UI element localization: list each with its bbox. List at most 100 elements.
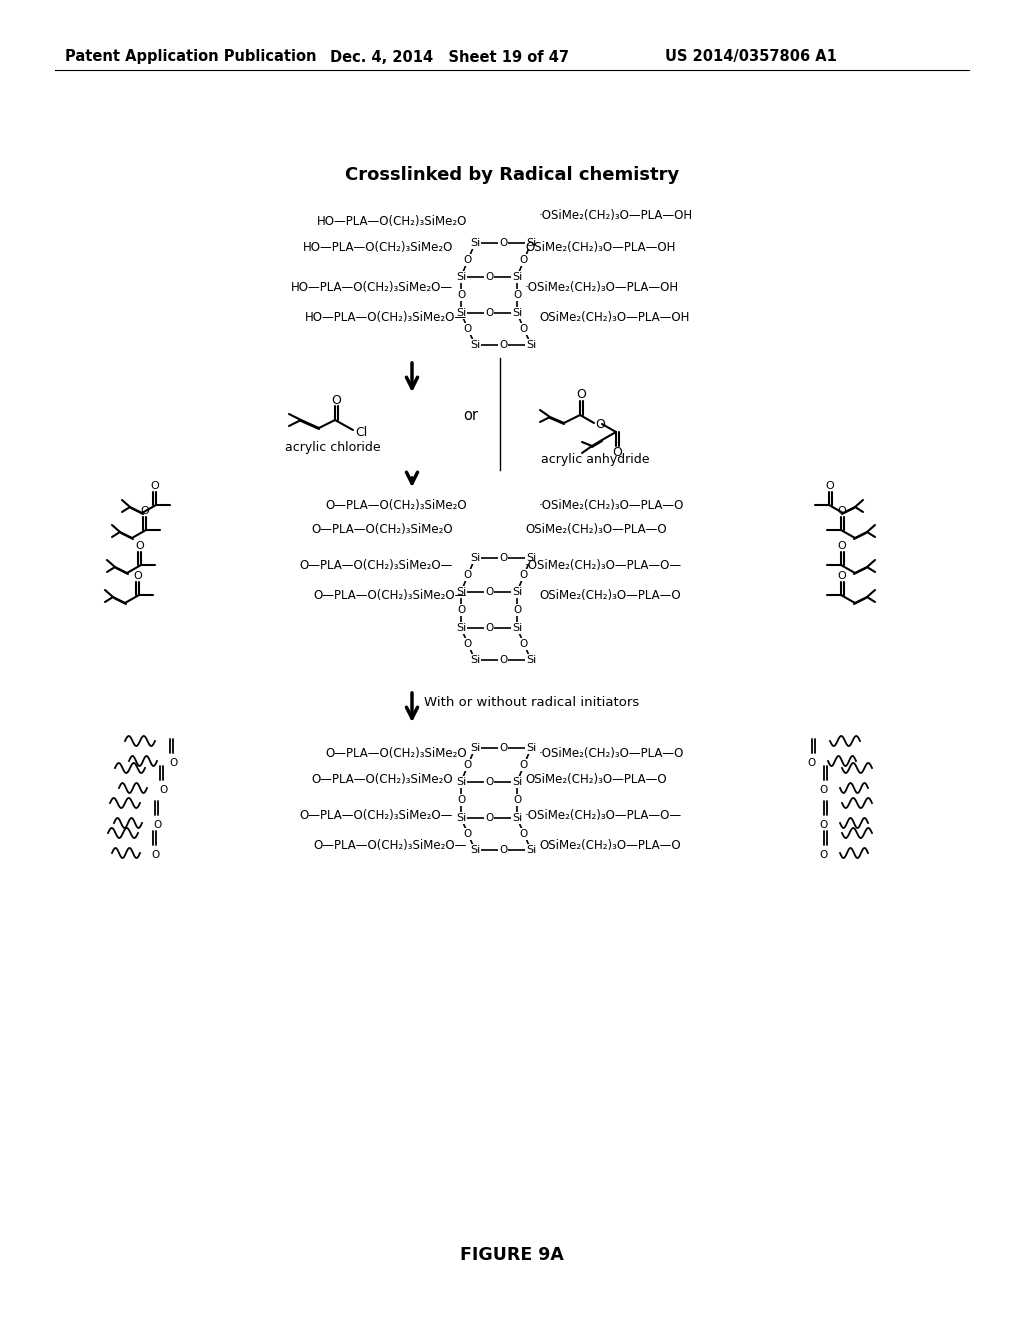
Text: OSiMe₂(CH₂)₃O—PLA—O: OSiMe₂(CH₂)₃O—PLA—O: [525, 774, 667, 787]
Text: O—PLA—O(CH₂)₃SiMe₂O: O—PLA—O(CH₂)₃SiMe₂O: [326, 747, 467, 759]
Text: O: O: [595, 417, 605, 430]
Text: Patent Application Publication: Patent Application Publication: [65, 49, 316, 65]
Text: Si: Si: [456, 272, 466, 282]
Text: Si: Si: [470, 655, 480, 665]
Text: ·OSiMe₂(CH₂)₃O—PLA—OH: ·OSiMe₂(CH₂)₃O—PLA—OH: [539, 210, 693, 223]
Text: O: O: [499, 743, 507, 752]
Text: O: O: [808, 758, 816, 768]
Text: O: O: [838, 506, 847, 516]
Text: O—PLA—O(CH₂)₃SiMe₂O: O—PLA—O(CH₂)₃SiMe₂O: [326, 499, 467, 511]
Text: Si: Si: [512, 813, 522, 822]
Text: HO—PLA—O(CH₂)₃SiMe₂O: HO—PLA—O(CH₂)₃SiMe₂O: [316, 215, 467, 228]
Text: O: O: [457, 605, 465, 615]
Text: O—PLA—O(CH₂)₃SiMe₂O: O—PLA—O(CH₂)₃SiMe₂O: [311, 524, 453, 536]
Text: ·OSiMe₂(CH₂)₃O—PLA—O: ·OSiMe₂(CH₂)₃O—PLA—O: [539, 747, 684, 759]
Text: Si: Si: [526, 655, 537, 665]
Text: O: O: [485, 587, 494, 597]
Text: O: O: [154, 820, 162, 830]
Text: O: O: [464, 829, 472, 840]
Text: Dec. 4, 2014   Sheet 19 of 47: Dec. 4, 2014 Sheet 19 of 47: [330, 49, 569, 65]
Text: Si: Si: [526, 341, 537, 350]
Text: Si: Si: [512, 587, 522, 597]
Text: Si: Si: [456, 587, 466, 597]
Text: O: O: [838, 572, 847, 581]
Text: O—PLA—O(CH₂)₃SiMe₂O—: O—PLA—O(CH₂)₃SiMe₂O—: [300, 558, 453, 572]
Text: or: or: [463, 408, 478, 422]
Text: O: O: [464, 255, 472, 265]
Text: Si: Si: [526, 238, 537, 248]
Text: Si: Si: [470, 238, 480, 248]
Text: O: O: [133, 572, 142, 581]
Text: O: O: [513, 605, 521, 615]
Text: O: O: [499, 341, 507, 350]
Text: O: O: [151, 480, 160, 491]
Text: O: O: [820, 850, 828, 861]
Text: Si: Si: [512, 623, 522, 634]
Text: O: O: [838, 541, 847, 550]
Text: Si: Si: [512, 272, 522, 282]
Text: O: O: [464, 639, 472, 649]
Text: Si: Si: [470, 553, 480, 564]
Text: O: O: [464, 760, 472, 770]
Text: Si: Si: [456, 623, 466, 634]
Text: O: O: [169, 758, 177, 768]
Text: Si: Si: [456, 813, 466, 822]
Text: Si: Si: [470, 845, 480, 855]
Text: US 2014/0357806 A1: US 2014/0357806 A1: [665, 49, 837, 65]
Text: Si: Si: [512, 777, 522, 787]
Text: OSiMe₂(CH₂)₃O—PLA—OH: OSiMe₂(CH₂)₃O—PLA—OH: [539, 312, 689, 325]
Text: FIGURE 9A: FIGURE 9A: [460, 1246, 564, 1265]
Text: Si: Si: [470, 743, 480, 752]
Text: ·OSiMe₂(CH₂)₃O—PLA—O—: ·OSiMe₂(CH₂)₃O—PLA—O—: [525, 808, 682, 821]
Text: OSiMe₂(CH₂)₃O—PLA—OH: OSiMe₂(CH₂)₃O—PLA—OH: [525, 242, 676, 255]
Text: OSiMe₂(CH₂)₃O—PLA—O: OSiMe₂(CH₂)₃O—PLA—O: [539, 589, 681, 602]
Text: Si: Si: [470, 341, 480, 350]
Text: O: O: [577, 388, 586, 401]
Text: O: O: [457, 290, 465, 300]
Text: O: O: [513, 795, 521, 805]
Text: O: O: [464, 323, 472, 334]
Text: HO—PLA—O(CH₂)₃SiMe₂O: HO—PLA—O(CH₂)₃SiMe₂O: [303, 242, 453, 255]
Text: O: O: [159, 785, 167, 795]
Text: ·OSiMe₂(CH₂)₃O—PLA—O: ·OSiMe₂(CH₂)₃O—PLA—O: [539, 499, 684, 511]
Text: O: O: [485, 308, 494, 318]
Text: O: O: [331, 393, 341, 407]
Text: Crosslinked by Radical chemistry: Crosslinked by Radical chemistry: [345, 166, 679, 183]
Text: O: O: [499, 553, 507, 564]
Text: O: O: [499, 845, 507, 855]
Text: O: O: [520, 323, 528, 334]
Text: O: O: [520, 760, 528, 770]
Text: O: O: [513, 290, 521, 300]
Text: O: O: [485, 813, 494, 822]
Text: O: O: [499, 238, 507, 248]
Text: O: O: [485, 623, 494, 634]
Text: Si: Si: [526, 553, 537, 564]
Text: O: O: [520, 639, 528, 649]
Text: O: O: [825, 480, 835, 491]
Text: ·OSiMe₂(CH₂)₃O—PLA—O—: ·OSiMe₂(CH₂)₃O—PLA—O—: [525, 558, 682, 572]
Text: Si: Si: [526, 845, 537, 855]
Text: O: O: [457, 795, 465, 805]
Text: Si: Si: [526, 743, 537, 752]
Text: Cl: Cl: [355, 425, 368, 438]
Text: O: O: [520, 255, 528, 265]
Text: O—PLA—O(CH₂)₃SiMe₂O—: O—PLA—O(CH₂)₃SiMe₂O—: [313, 589, 467, 602]
Text: acrylic anhydride: acrylic anhydride: [541, 454, 649, 466]
Text: O: O: [820, 820, 828, 830]
Text: O: O: [820, 785, 828, 795]
Text: O: O: [464, 570, 472, 579]
Text: O: O: [135, 541, 144, 550]
Text: O: O: [520, 829, 528, 840]
Text: OSiMe₂(CH₂)₃O—PLA—O: OSiMe₂(CH₂)₃O—PLA—O: [539, 838, 681, 851]
Text: With or without radical initiators: With or without radical initiators: [424, 697, 639, 710]
Text: O: O: [140, 506, 150, 516]
Text: O—PLA—O(CH₂)₃SiMe₂O—: O—PLA—O(CH₂)₃SiMe₂O—: [300, 808, 453, 821]
Text: ·OSiMe₂(CH₂)₃O—PLA—OH: ·OSiMe₂(CH₂)₃O—PLA—OH: [525, 281, 679, 294]
Text: Si: Si: [456, 308, 466, 318]
Text: acrylic chloride: acrylic chloride: [286, 441, 381, 454]
Text: O: O: [520, 570, 528, 579]
Text: O: O: [485, 777, 494, 787]
Text: O: O: [485, 272, 494, 282]
Text: O: O: [152, 850, 160, 861]
Text: OSiMe₂(CH₂)₃O—PLA—O: OSiMe₂(CH₂)₃O—PLA—O: [525, 524, 667, 536]
